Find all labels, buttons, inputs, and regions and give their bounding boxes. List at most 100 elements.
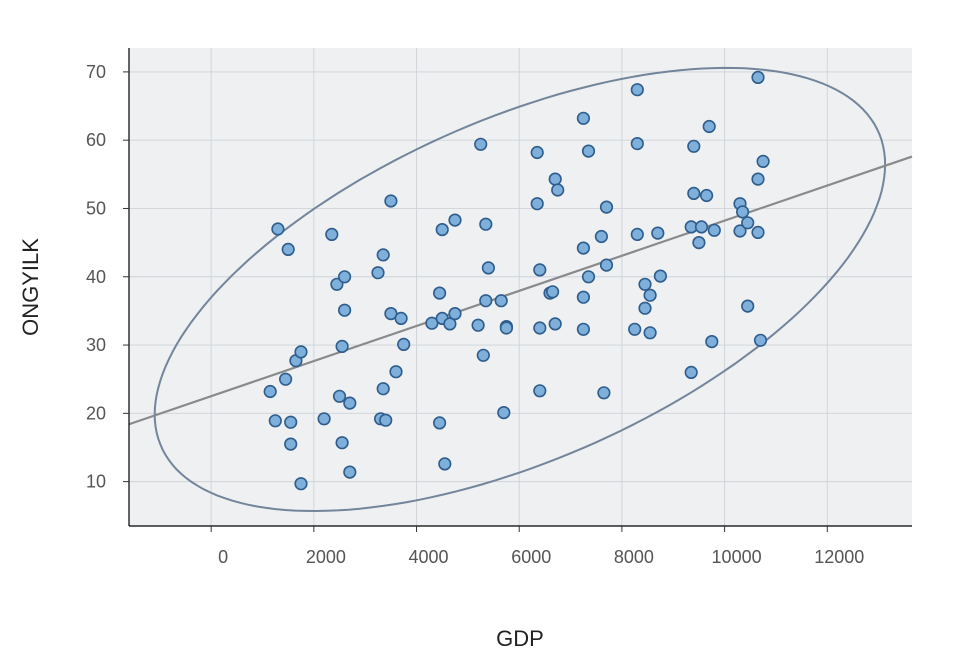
data-point [448,213,462,227]
data-point [643,326,657,340]
data-point [379,413,393,427]
y-tick-label: 60 [86,130,106,150]
data-point [371,266,385,280]
data-point [630,83,644,97]
data-point [735,205,750,219]
regression-line [128,155,913,426]
data-point [343,465,357,479]
data-point [751,172,765,186]
data-point [433,416,447,430]
y-tick-label: 30 [86,335,106,355]
data-point [294,345,308,359]
data-point [481,261,496,275]
data-point [533,384,547,398]
data-point [435,223,449,237]
data-point [284,437,298,451]
x-tick-label: 10000 [712,547,762,567]
data-point [751,70,765,84]
data-point [317,412,331,426]
x-tick-label: 0 [218,547,228,567]
data-point [389,365,403,379]
data-point [699,188,714,203]
data-point [330,277,344,291]
data-point [653,269,668,283]
x-tick-label: 12000 [814,547,864,567]
data-point [433,286,447,300]
data-point [384,194,398,208]
data-point [733,224,747,238]
data-point [576,111,591,125]
data-point [599,258,614,272]
data-point [694,220,709,234]
data-point [576,241,591,255]
data-point [705,335,719,349]
data-point [325,227,339,241]
data-point [597,386,611,400]
data-point [651,226,665,240]
plot-panel [129,48,912,526]
data-point [530,197,544,211]
data-point [343,396,357,410]
data-point [576,290,591,304]
data-point [581,270,596,284]
data-point [332,389,347,403]
data-point [376,382,390,396]
data-point [335,436,349,450]
data-point [687,186,701,200]
data-point [756,154,770,168]
data-point [335,339,349,354]
x-tick-label: 8000 [614,547,654,567]
data-point [448,307,462,321]
data-point [279,372,293,386]
data-point [599,200,614,214]
data-point [338,303,352,317]
data-point [702,119,716,134]
data-point [284,415,298,429]
data-point [263,384,277,399]
data-point [476,348,490,362]
data-point [753,333,768,347]
data-point [268,414,282,428]
data-point [494,294,508,308]
data-point [376,248,390,262]
x-tick-label: 2000 [306,547,346,567]
data-point [281,242,295,256]
x-axis-title: GDP [496,626,544,651]
data-point [443,317,457,331]
data-point [741,299,755,313]
data-point [271,222,285,236]
data-point [499,321,514,335]
data-point [479,217,493,231]
y-axis-ticks: 10 20 30 40 50 60 70 [86,62,129,492]
data-point [741,216,755,230]
data-point [692,236,706,250]
data-point [687,139,701,153]
y-tick-label: 40 [86,267,106,287]
data-point [581,144,596,158]
data-point [638,277,652,291]
data-point [397,337,411,352]
data-point [394,311,408,326]
data-point [545,285,560,299]
data-point [530,145,544,160]
data-point [533,263,547,277]
data-point [497,406,511,420]
data-point [438,457,452,471]
data-point [707,223,721,237]
data-point [479,294,493,308]
data-point [594,229,609,244]
y-tick-label: 70 [86,62,106,82]
data-point [643,288,657,302]
data-point [548,317,562,331]
data-point [548,172,562,186]
data-point [338,270,352,284]
data-point [474,137,488,151]
data-point [471,318,485,332]
data-point [630,137,644,151]
data-point [751,225,765,239]
y-axis-title: ONGYILK [18,238,43,336]
y-tick-label: 20 [86,403,106,423]
data-points [263,70,770,491]
data-point [551,183,565,197]
